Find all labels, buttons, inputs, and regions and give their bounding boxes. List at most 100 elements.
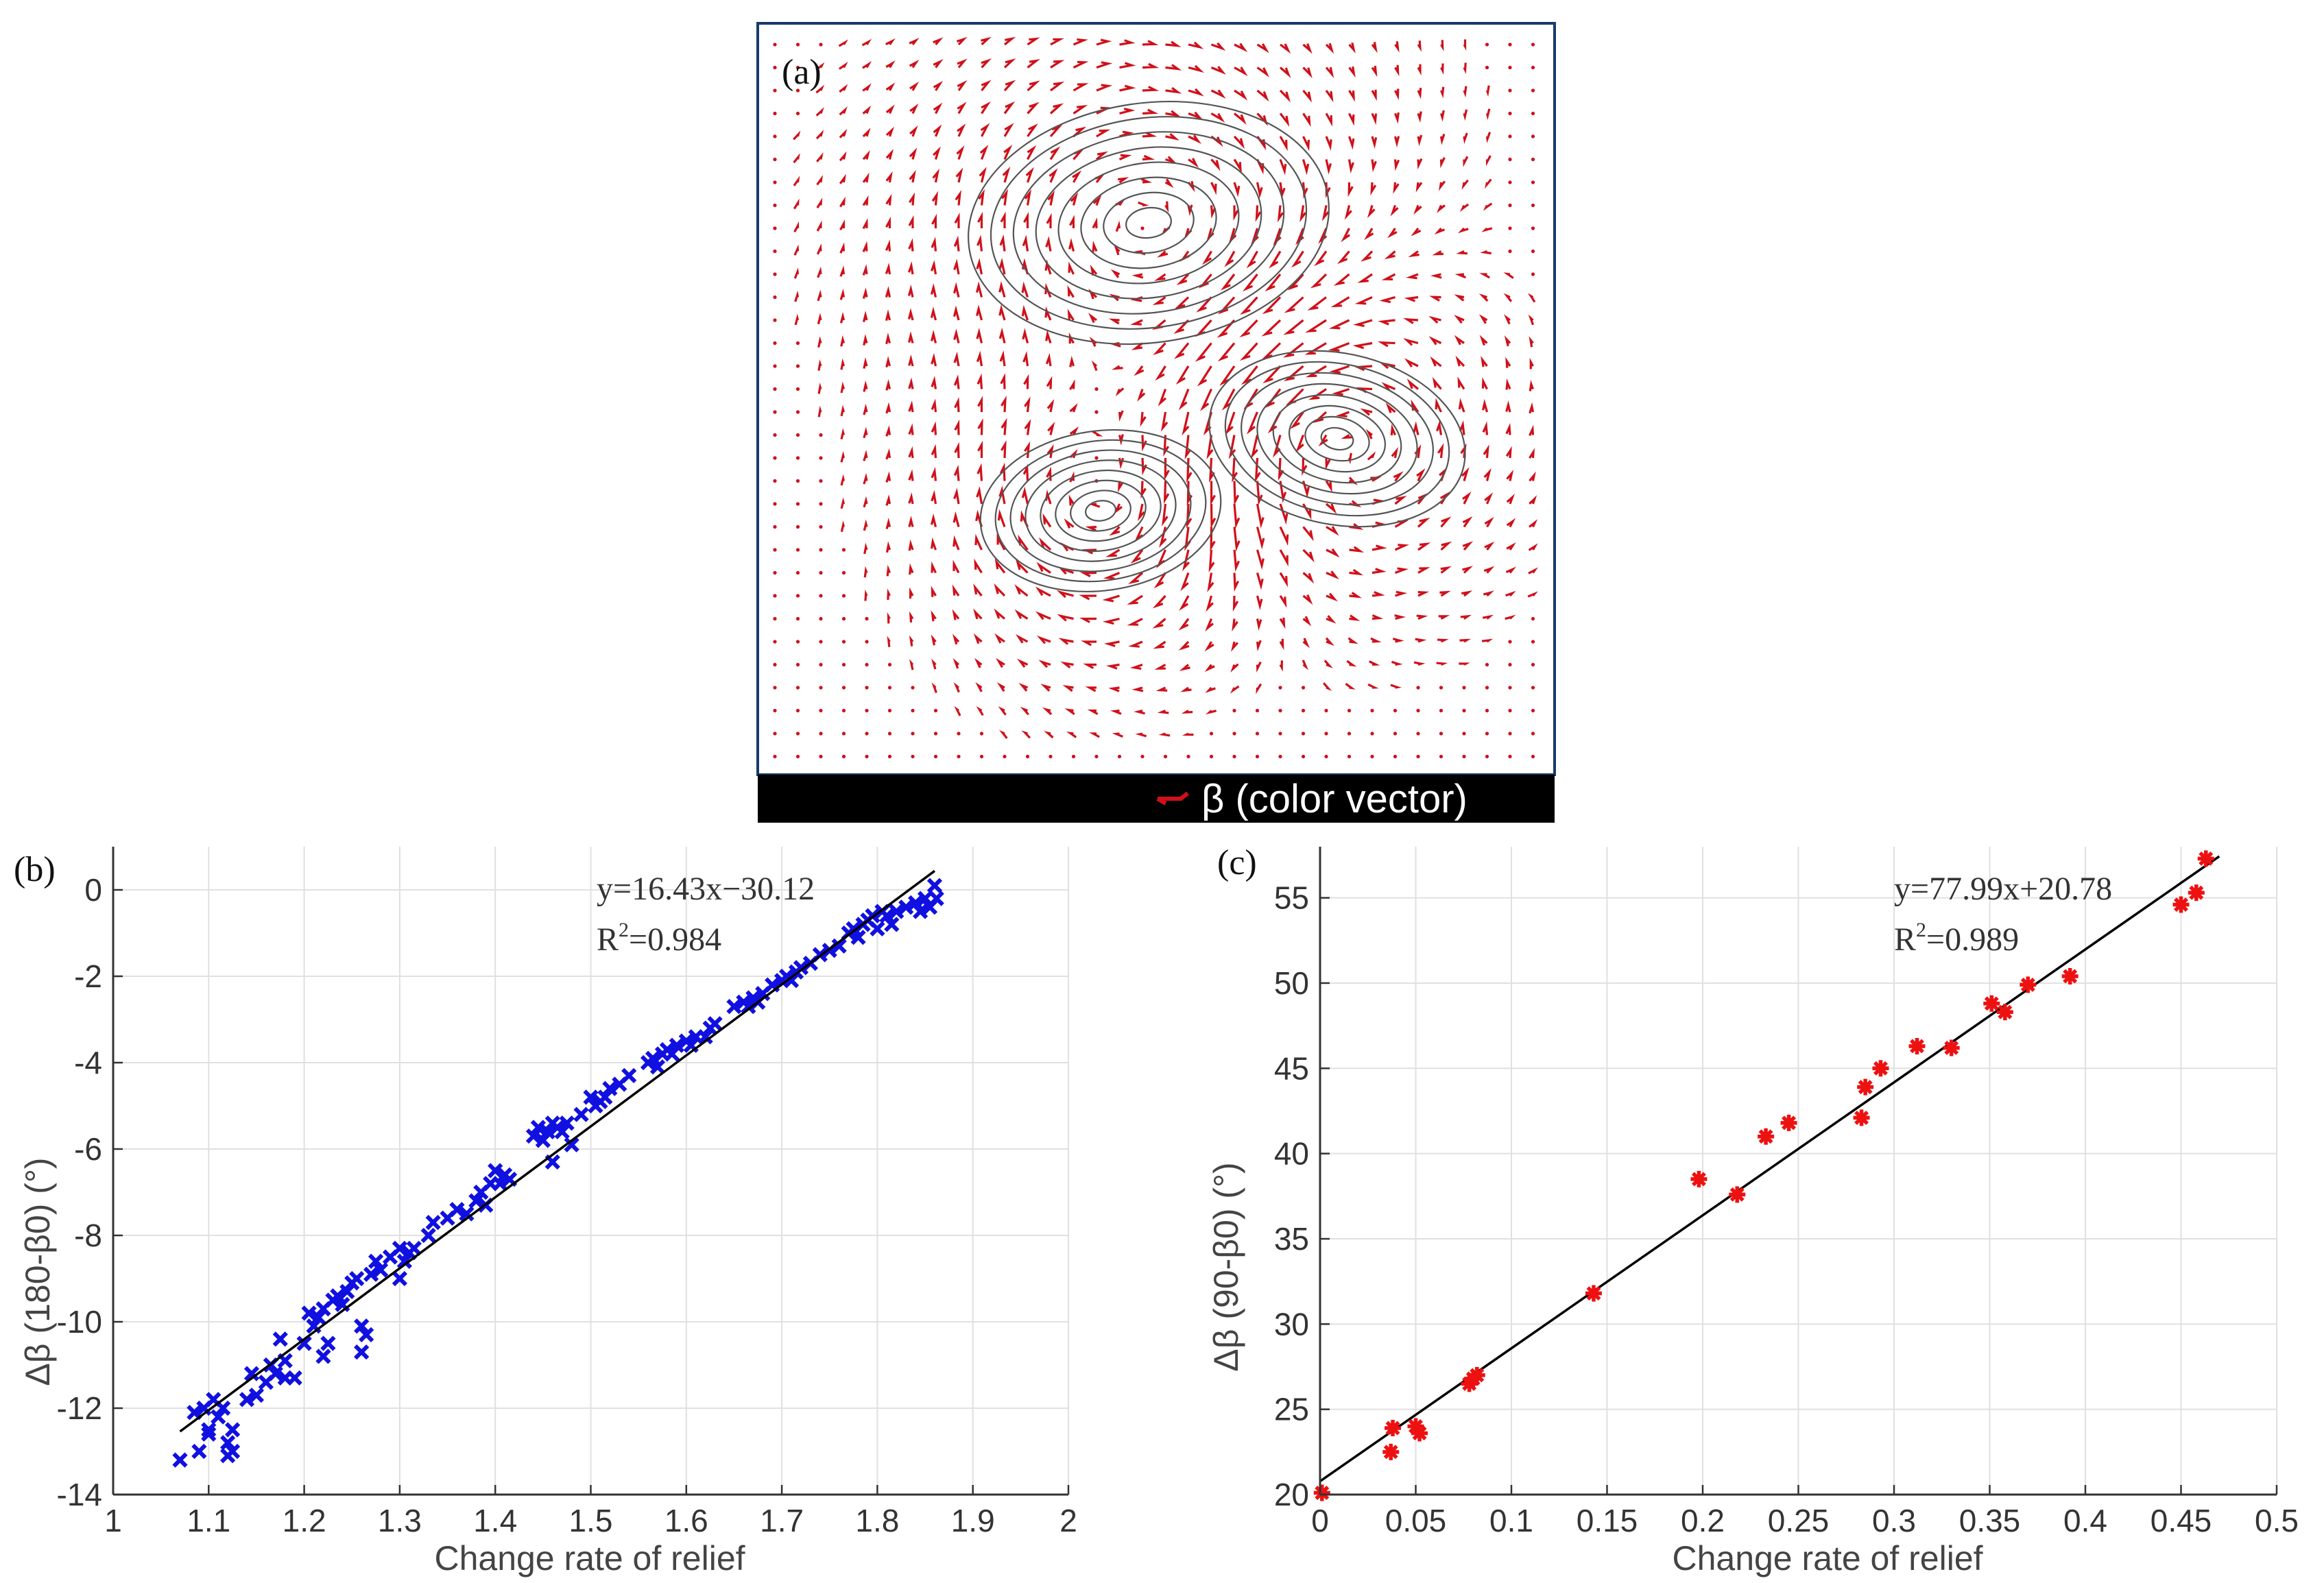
- vector-arrow: [1505, 590, 1516, 597]
- vector-arrow: [1210, 112, 1225, 123]
- vector-arrow: [1354, 296, 1373, 305]
- vector-arrow: [1027, 101, 1040, 114]
- vector-arrow: [1095, 151, 1109, 160]
- vector-arrow: [1454, 294, 1465, 302]
- vector-arrow: [1394, 112, 1400, 124]
- vector-dot: [1485, 662, 1489, 667]
- vector-arrow: [815, 107, 824, 117]
- vector-dot: [1508, 708, 1512, 713]
- data-point: [425, 1214, 441, 1231]
- vector-dot: [887, 732, 892, 736]
- vector-arrow: [1454, 335, 1465, 346]
- vector-arrow: [1483, 590, 1494, 597]
- panel-b-y-label: Δβ (180-β0) (°): [19, 1157, 57, 1386]
- vector-arrow: [1117, 481, 1124, 493]
- contour-ring: [1320, 426, 1354, 451]
- vector-arrow: [1210, 182, 1217, 195]
- vector-dot: [1416, 754, 1420, 759]
- vector-arrow: [1112, 365, 1123, 370]
- contour-ring: [1224, 361, 1450, 517]
- vector-arrow: [1326, 570, 1339, 580]
- fit-line: [1319, 855, 2220, 1483]
- vector-dot: [1393, 754, 1398, 759]
- vector-arrow: [1105, 663, 1120, 670]
- vector-arrow: [998, 706, 1007, 716]
- vector-arrow: [1186, 503, 1193, 529]
- vector-arrow: [1096, 84, 1113, 92]
- vector-arrow: [908, 423, 914, 435]
- vector-arrow: [1417, 87, 1422, 99]
- vector-dot: [819, 640, 823, 644]
- x-tick-label: 0.25: [1768, 1503, 1830, 1538]
- vector-dot: [795, 479, 800, 483]
- vector-dot: [841, 616, 846, 621]
- vector-arrow: [1108, 318, 1120, 325]
- vector-arrow: [1417, 111, 1422, 123]
- vector-dot: [1485, 65, 1489, 70]
- vector-arrow: [1348, 42, 1356, 54]
- vector-dot: [887, 686, 892, 690]
- contour-ring: [1208, 350, 1466, 528]
- vector-arrow: [885, 541, 891, 553]
- vector-arrow: [1371, 568, 1387, 575]
- data-point: [368, 1253, 384, 1269]
- vector-arrow: [931, 398, 937, 413]
- vector-arrow: [1069, 471, 1075, 483]
- vector-arrow: [1103, 640, 1120, 647]
- vector-dot: [795, 640, 800, 644]
- vector-arrow: [862, 241, 868, 252]
- data-point: [707, 1016, 723, 1032]
- vector-arrow: [1003, 36, 1016, 46]
- vector-arrow: [933, 124, 942, 137]
- vector-arrow: [1305, 319, 1327, 333]
- vector-arrow: [1195, 342, 1212, 362]
- vector-arrow: [1391, 660, 1403, 666]
- vector-dot: [773, 479, 777, 483]
- vector-arrow: [885, 333, 891, 345]
- vector-arrow: [1503, 314, 1511, 325]
- data-point: [912, 904, 929, 919]
- vector-arrow: [1067, 309, 1075, 321]
- vector-arrow: [840, 404, 846, 417]
- vector-dot: [819, 732, 823, 736]
- vector-arrow: [1091, 360, 1098, 372]
- vector-arrow: [1196, 296, 1212, 313]
- vector-arrow: [978, 189, 985, 206]
- vector-arrow: [1256, 89, 1269, 102]
- vector-arrow: [1261, 342, 1282, 360]
- vector-arrow: [1246, 411, 1258, 435]
- data-point: [449, 1202, 465, 1218]
- vector-arrow: [1365, 428, 1373, 439]
- vector-arrow: [974, 533, 983, 551]
- vector-arrow: [998, 257, 1006, 275]
- vector-arrow: [1463, 132, 1468, 145]
- vector-arrow: [1481, 638, 1494, 643]
- vector-arrow: [1079, 571, 1097, 578]
- data-point: [225, 1422, 241, 1438]
- data-point: [1468, 1366, 1485, 1383]
- panel-b-scatter: 1 1.1 1.2 1.3 1.4 1.5 1.6 1.7 1.8 1.9 2 -14-12-10-…: [14, 847, 1077, 1578]
- vector-arrow: [1001, 439, 1007, 459]
- vector-arrow: [1337, 250, 1350, 265]
- vector-arrow: [1325, 637, 1335, 647]
- vector-arrow: [1188, 64, 1204, 73]
- x-tick-label: 1.9: [951, 1503, 995, 1538]
- vector-arrow: [1118, 410, 1124, 422]
- vector-arrow: [1484, 541, 1495, 551]
- vector-arrow: [1485, 155, 1492, 167]
- vector-arrow: [839, 196, 846, 208]
- vector-arrow: [1142, 86, 1160, 92]
- vector-arrow: [1002, 166, 1011, 183]
- vector-arrow: [1230, 685, 1240, 694]
- vector-arrow: [1179, 664, 1190, 671]
- vector-dot: [1094, 410, 1099, 414]
- vector-arrow: [1310, 273, 1328, 289]
- vector-dot: [795, 754, 800, 759]
- vector-arrow: [1165, 86, 1182, 94]
- vector-arrow: [1069, 215, 1075, 229]
- vector-arrow: [1085, 525, 1097, 532]
- vector-dot: [773, 594, 777, 598]
- vector-arrow: [1434, 227, 1446, 235]
- vector-arrow: [1140, 178, 1153, 184]
- vector-arrow: [980, 36, 992, 46]
